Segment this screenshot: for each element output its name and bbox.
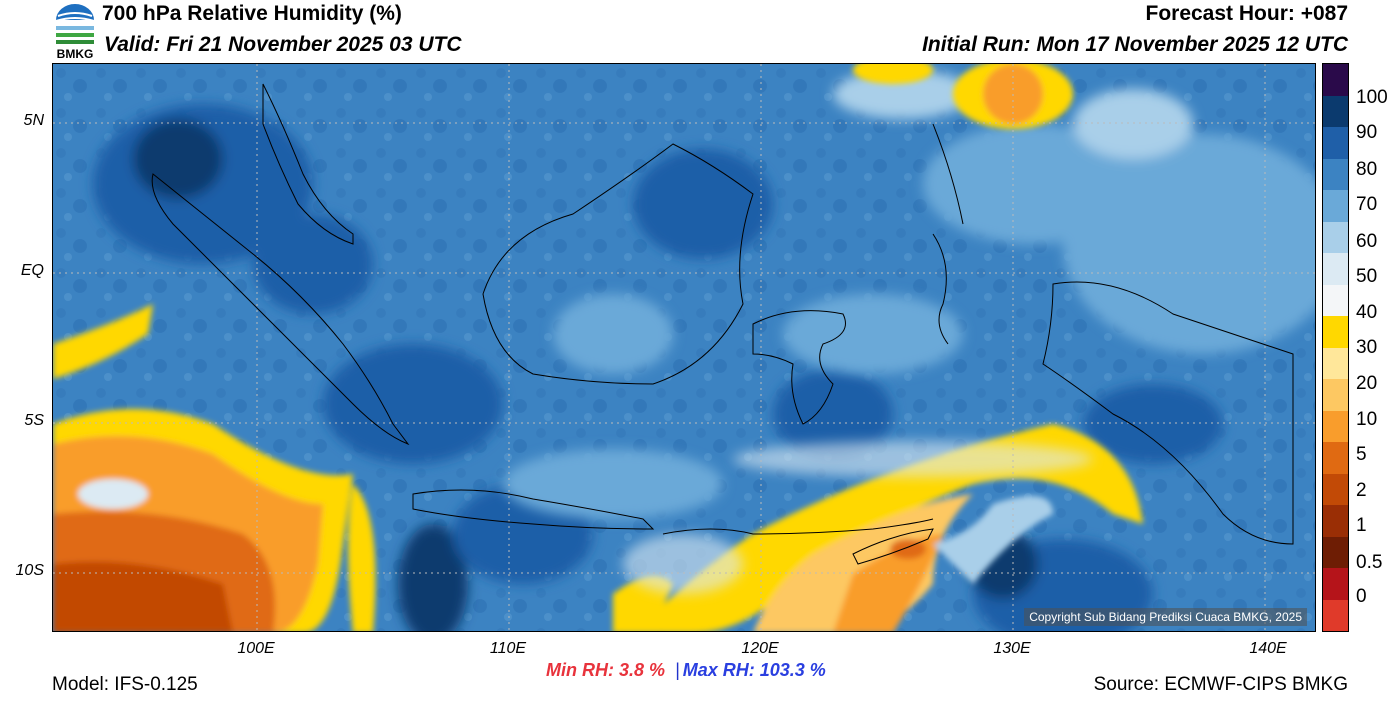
logo-text: BMKG — [57, 47, 94, 60]
colorbar-label: 2 — [1356, 480, 1367, 501]
sulawesi-coast — [752, 310, 846, 425]
colorbar-label: 30 — [1356, 337, 1378, 358]
borneo-coast — [482, 143, 754, 385]
valid-time: Valid: Fri 21 November 2025 03 UTC — [104, 33, 462, 56]
colorbar-segment — [1323, 379, 1348, 411]
colorbar-label: 80 — [1356, 159, 1378, 180]
max-rh: Max RH: 103.3 % — [682, 660, 826, 680]
colorbar-segment — [1323, 599, 1348, 631]
lon-label-100e: 100E — [237, 640, 275, 657]
forecast-hour: Forecast Hour: +087 — [1145, 2, 1349, 25]
colorbar-segment — [1323, 442, 1348, 474]
bmkg-logo: BMKG — [52, 2, 98, 61]
colorbar-segment — [1323, 347, 1348, 379]
model-label: Model: IFS-0.125 — [52, 674, 198, 695]
colorbar-label: 40 — [1356, 302, 1378, 323]
papua-coast — [1042, 281, 1294, 545]
coastlines — [151, 83, 1294, 565]
stats-separator: | — [675, 660, 680, 680]
copyright-note: Copyright Sub Bidang Prediksi Cuaca BMKG… — [1024, 608, 1307, 626]
colorbar-segment — [1323, 316, 1348, 348]
lat-label-10s: 10S — [15, 562, 44, 579]
malay-peninsula — [262, 83, 354, 245]
lon-label-110e: 110E — [489, 640, 527, 657]
sumatra-coast — [151, 173, 410, 446]
graticule — [53, 64, 1315, 631]
lat-label-5n: 5N — [23, 112, 44, 129]
lon-label-130e: 130E — [993, 640, 1031, 657]
colorbar-segment — [1323, 284, 1348, 316]
colorbar-segment — [1323, 505, 1348, 537]
rh-high-regions — [93, 104, 1223, 631]
min-rh: Min RH: 3.8 % — [546, 660, 666, 680]
rh-moderate-regions — [503, 69, 1315, 519]
colorbar-segment — [1323, 64, 1348, 96]
timor-coast — [852, 528, 934, 565]
colorbar-segment — [1323, 127, 1348, 159]
colorbar-label: 10 — [1356, 409, 1378, 430]
source-label: Source: ECMWF-CIPS BMKG — [1093, 674, 1348, 695]
lat-label-eq: EQ — [20, 262, 44, 279]
java-coast — [412, 489, 655, 530]
colorbar-label: 0.5 — [1356, 552, 1383, 573]
lat-label-5s: 5S — [24, 412, 44, 429]
colorbar — [1322, 63, 1349, 632]
lon-label-120e: 120E — [741, 640, 779, 657]
halmahera-coast — [932, 233, 949, 345]
colorbar-segment — [1323, 158, 1348, 190]
colorbar-segment — [1323, 410, 1348, 442]
colorbar-label: 90 — [1356, 122, 1378, 143]
colorbar-label: 50 — [1356, 266, 1378, 287]
colorbar-label: 70 — [1356, 194, 1378, 215]
chart-title: 700 hPa Relative Humidity (%) — [102, 2, 402, 25]
colorbar-label: 60 — [1356, 231, 1378, 252]
colorbar-label: 100 — [1356, 87, 1388, 108]
colorbar-label: 5 — [1356, 444, 1367, 465]
colorbar-segment — [1323, 190, 1348, 222]
rh-dry-southwest — [53, 304, 376, 631]
colorbar-label: 0 — [1356, 586, 1367, 607]
humidity-map: Copyright Sub Bidang Prediksi Cuaca BMKG… — [52, 63, 1316, 632]
colorbar-segment — [1323, 473, 1348, 505]
lon-label-140e: 140E — [1249, 640, 1287, 657]
rh-stats: Min RH: 3.8 % | Max RH: 103.3 % — [546, 660, 826, 681]
initial-run: Initial Run: Mon 17 November 2025 12 UTC — [922, 33, 1348, 56]
colorbar-segment — [1323, 221, 1348, 253]
colorbar-segment — [1323, 568, 1348, 600]
colorbar-label: 1 — [1356, 515, 1367, 536]
colorbar-segment — [1323, 95, 1348, 127]
colorbar-segment — [1323, 253, 1348, 285]
colorbar-label: 20 — [1356, 373, 1378, 394]
philippines-coast — [932, 123, 964, 225]
nusa-tenggara — [662, 518, 934, 535]
colorbar-segment — [1323, 536, 1348, 568]
rh-transition — [623, 441, 1093, 594]
